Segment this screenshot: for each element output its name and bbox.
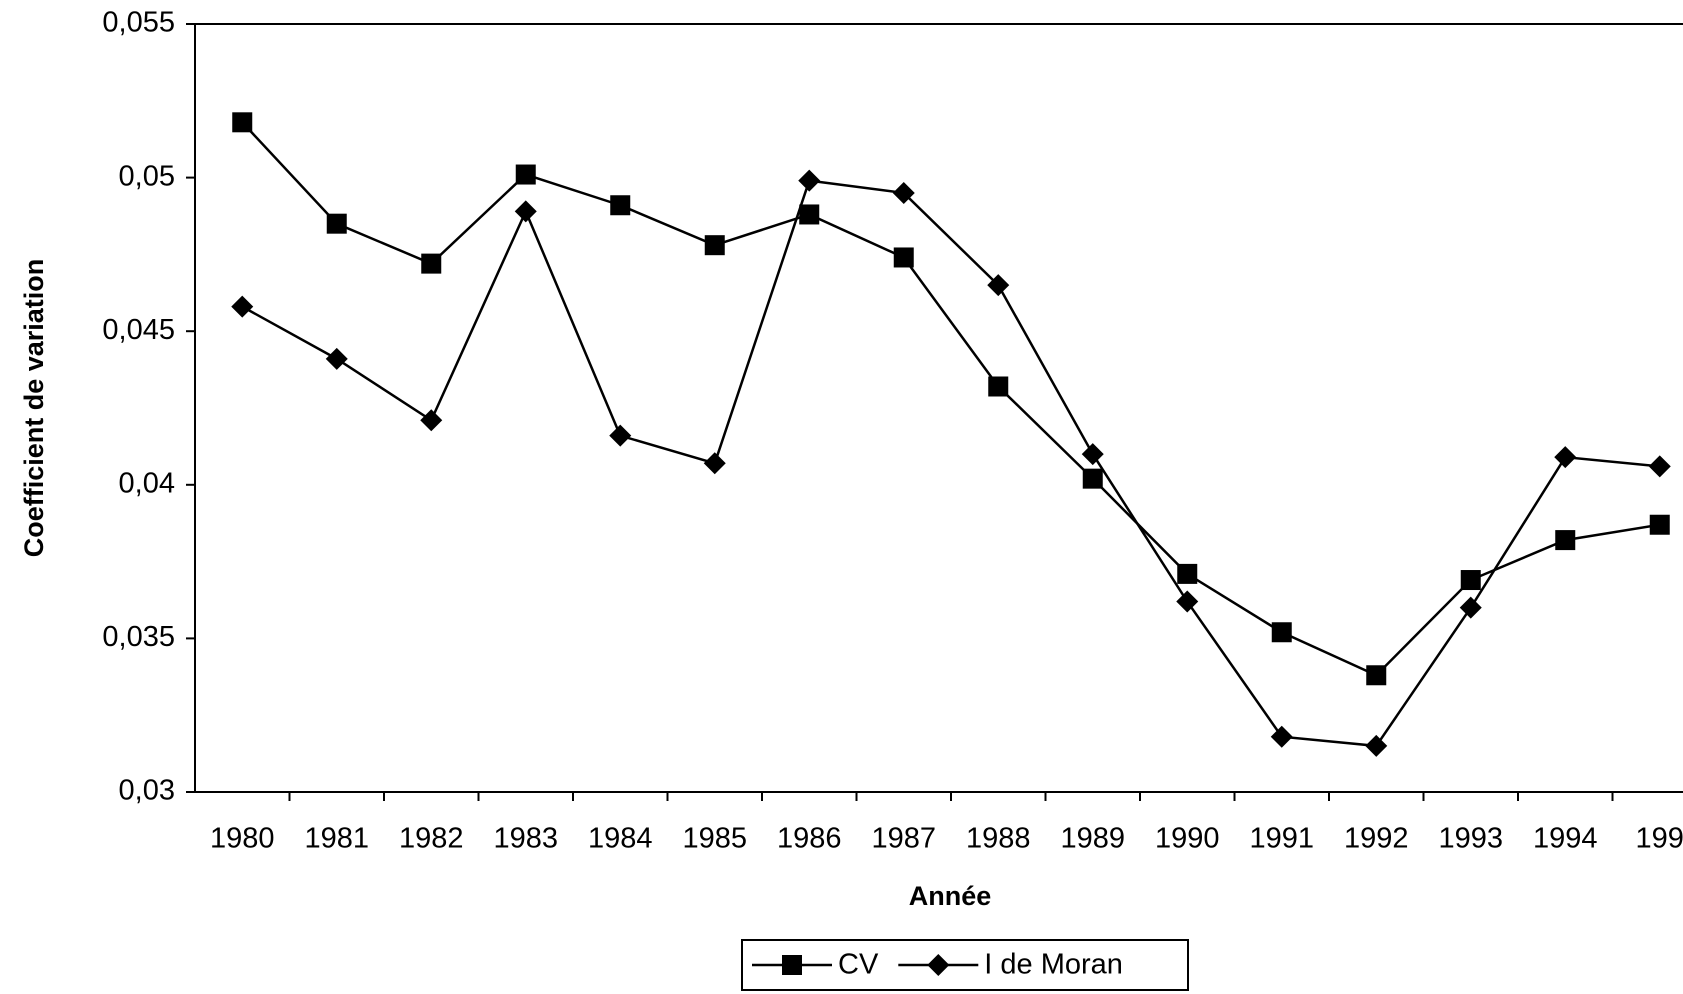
x-tick-label: 1984 bbox=[588, 823, 653, 855]
point bbox=[1460, 570, 1481, 591]
x-tick-label: 1988 bbox=[966, 823, 1031, 855]
point bbox=[1177, 563, 1198, 584]
point bbox=[1554, 446, 1577, 469]
point bbox=[1081, 443, 1104, 466]
x-tick-label: 1981 bbox=[304, 823, 369, 855]
point bbox=[421, 253, 442, 274]
x-tick-label: 1990 bbox=[1155, 823, 1220, 855]
y-tick-label: 0,035 bbox=[102, 621, 175, 653]
point bbox=[1648, 455, 1671, 478]
x-tick-label: 1987 bbox=[871, 823, 936, 855]
point bbox=[1176, 590, 1199, 613]
point bbox=[1459, 596, 1482, 619]
point bbox=[987, 274, 1010, 297]
y-tick-label: 0,03 bbox=[119, 775, 175, 807]
point bbox=[1270, 725, 1293, 748]
point bbox=[325, 347, 348, 370]
x-tick-label: 1985 bbox=[682, 823, 747, 855]
point bbox=[1649, 514, 1670, 535]
y-tick-label: 0,045 bbox=[102, 314, 175, 346]
x-tick-label: 1980 bbox=[210, 823, 275, 855]
series-line bbox=[241, 179, 1660, 748]
point bbox=[515, 164, 536, 185]
x-tick-label: 1992 bbox=[1344, 823, 1409, 855]
point bbox=[1365, 734, 1388, 757]
y-axis-title: Coefficient de variation bbox=[19, 259, 49, 558]
point bbox=[703, 452, 726, 475]
x-tick-label: 1991 bbox=[1249, 823, 1314, 855]
legend-box bbox=[741, 939, 1189, 991]
x-tick-label: 1986 bbox=[777, 823, 842, 855]
point bbox=[420, 409, 443, 432]
y-tick-label: 0,055 bbox=[102, 7, 175, 39]
point bbox=[514, 200, 537, 223]
y-tick-label: 0,04 bbox=[119, 467, 175, 499]
point bbox=[609, 424, 632, 447]
legend-marker bbox=[927, 954, 950, 976]
point bbox=[799, 204, 820, 225]
legend-label: CV bbox=[838, 949, 879, 981]
point bbox=[1271, 622, 1292, 643]
point bbox=[893, 247, 914, 268]
point bbox=[1555, 530, 1576, 551]
x-axis-title: Année bbox=[909, 881, 992, 911]
legend-marker bbox=[782, 955, 802, 975]
point bbox=[704, 235, 725, 256]
point bbox=[232, 112, 253, 133]
y-tick-label: 0,05 bbox=[119, 160, 175, 192]
x-tick-label: 1994 bbox=[1533, 823, 1598, 855]
point bbox=[231, 295, 254, 318]
point bbox=[1366, 665, 1387, 686]
x-tick-label: 1993 bbox=[1438, 823, 1503, 855]
x-tick-label: 1989 bbox=[1060, 823, 1125, 855]
x-tick-label: 1983 bbox=[493, 823, 558, 855]
x-tick-label: 199 bbox=[1636, 823, 1683, 855]
series-line bbox=[241, 121, 1660, 677]
point bbox=[988, 376, 1009, 397]
point bbox=[326, 213, 347, 234]
point bbox=[1082, 468, 1103, 489]
x-tick-label: 1982 bbox=[399, 823, 464, 855]
point bbox=[798, 169, 821, 192]
point bbox=[610, 195, 631, 216]
legend-label: I de Moran bbox=[984, 949, 1123, 981]
point bbox=[892, 181, 915, 204]
